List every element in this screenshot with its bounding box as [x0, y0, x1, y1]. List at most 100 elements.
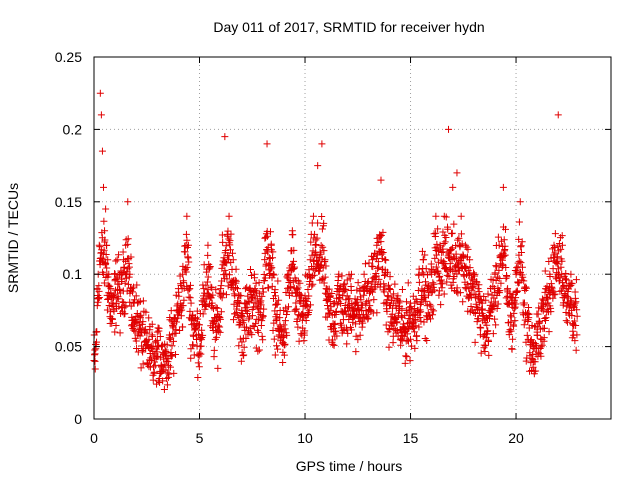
data-point [447, 245, 455, 253]
data-point [508, 345, 516, 353]
data-point [257, 301, 265, 309]
data-point [185, 293, 193, 301]
data-point [202, 301, 210, 309]
data-point [260, 271, 268, 279]
x-tick-label: 15 [403, 430, 419, 446]
data-point [501, 225, 509, 233]
data-point [95, 294, 103, 302]
data-point [423, 337, 431, 345]
data-point [573, 312, 581, 320]
data-point [150, 368, 158, 376]
data-point [540, 324, 548, 332]
data-point [271, 351, 279, 359]
y-tick-label: 0.2 [63, 121, 83, 137]
data-point [259, 336, 267, 344]
data-point [416, 300, 424, 308]
data-point [245, 315, 253, 323]
data-point [544, 295, 552, 303]
data-point [542, 314, 550, 322]
data-point [520, 277, 528, 285]
data-point [166, 316, 174, 324]
data-point [321, 256, 329, 264]
data-point [165, 331, 173, 339]
data-point [273, 310, 281, 318]
data-point [290, 246, 298, 254]
data-point [485, 338, 493, 346]
data-point [163, 381, 171, 389]
data-point [166, 335, 174, 343]
data-point [475, 281, 483, 289]
data-point [457, 259, 465, 267]
data-point [397, 341, 405, 349]
data-point [472, 300, 480, 308]
data-point [358, 323, 366, 331]
data-point [311, 266, 319, 274]
data-point [563, 276, 571, 284]
data-point [142, 308, 150, 316]
data-point [166, 363, 174, 371]
data-point [124, 240, 132, 248]
data-point [225, 271, 233, 279]
data-point [111, 270, 119, 278]
data-point [148, 344, 156, 352]
data-point [561, 291, 569, 299]
data-point [453, 169, 461, 177]
data-point [476, 323, 484, 331]
data-point [182, 268, 190, 276]
data-point [291, 306, 299, 314]
data-point [286, 267, 294, 275]
data-point [318, 140, 326, 148]
data-point [407, 335, 415, 343]
data-point [206, 263, 214, 271]
data-point [183, 212, 191, 220]
data-point [559, 299, 567, 307]
data-point [127, 253, 135, 261]
data-point [427, 302, 435, 310]
data-point [492, 321, 500, 329]
data-point [135, 298, 143, 306]
data-point [144, 359, 152, 367]
data-point [438, 284, 446, 292]
data-point [432, 263, 440, 271]
data-point [284, 303, 292, 311]
data-point [187, 354, 195, 362]
data-point [493, 263, 501, 271]
data-point [124, 280, 132, 288]
data-point [495, 266, 503, 274]
data-point [388, 294, 396, 302]
data-point [136, 297, 144, 305]
data-point [153, 380, 161, 388]
data-point [421, 251, 429, 259]
data-point [270, 271, 278, 279]
data-point [221, 266, 229, 274]
data-point [506, 289, 514, 297]
data-point [225, 252, 233, 260]
data-point [283, 308, 291, 316]
data-point [96, 89, 104, 97]
data-point [411, 315, 419, 323]
data-point [510, 309, 518, 317]
data-point [322, 296, 330, 304]
data-point [383, 307, 391, 315]
data-point [187, 345, 195, 353]
data-point [562, 317, 570, 325]
data-point [245, 286, 253, 294]
data-point [251, 274, 259, 282]
data-point [133, 345, 141, 353]
data-point [316, 267, 324, 275]
data-point [418, 247, 426, 255]
data-point [538, 341, 546, 349]
data-point [180, 279, 188, 287]
data-point [383, 296, 391, 304]
data-point [184, 241, 192, 249]
data-point [254, 328, 262, 336]
data-point [475, 288, 483, 296]
data-point [217, 308, 225, 316]
data-point [115, 280, 123, 288]
data-point [513, 288, 521, 296]
data-point [443, 271, 451, 279]
data-point [389, 339, 397, 347]
data-point [292, 299, 300, 307]
data-point [124, 198, 132, 206]
data-point [502, 274, 510, 282]
